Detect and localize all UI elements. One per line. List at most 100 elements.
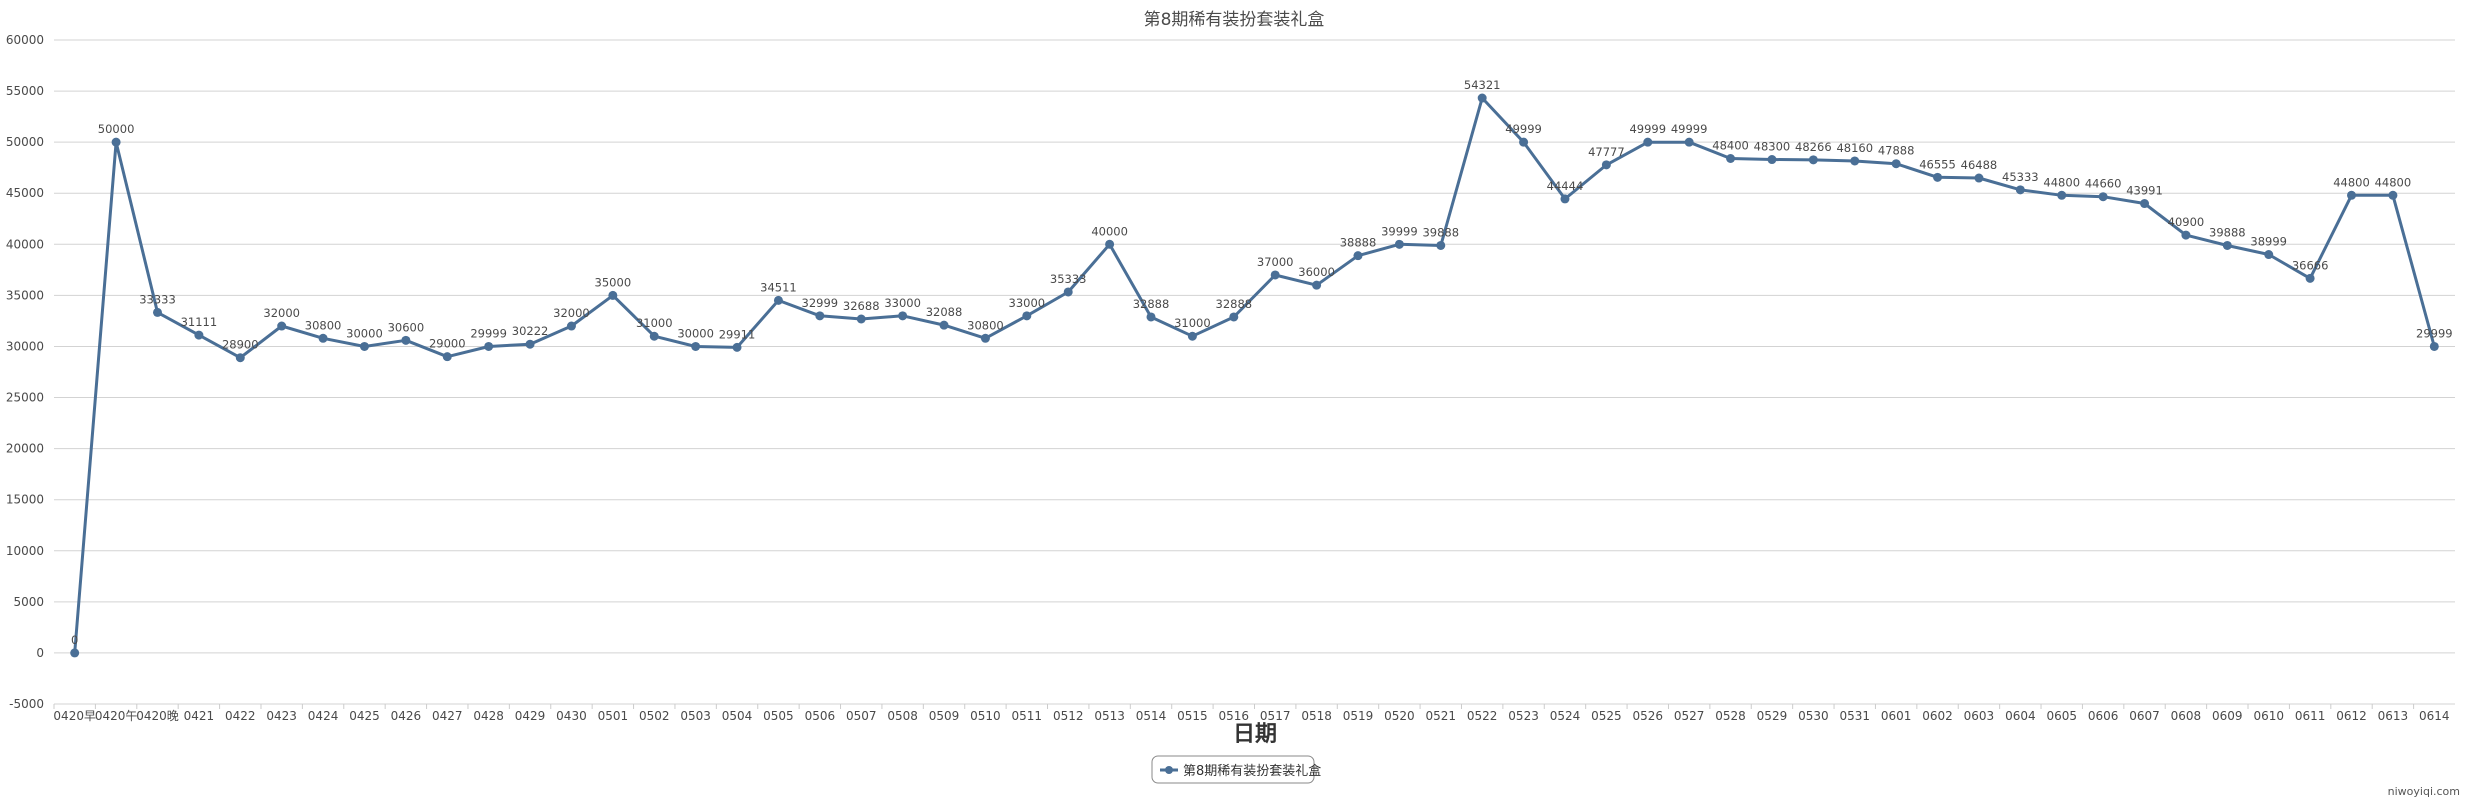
data-label: 30222 (512, 324, 549, 338)
data-point[interactable] (442, 352, 452, 362)
data-point[interactable] (235, 353, 245, 363)
data-label: 30000 (677, 326, 714, 340)
data-point[interactable] (2057, 190, 2067, 200)
data-point[interactable] (1933, 172, 1943, 182)
x-tick-label: 0514 (1136, 709, 1167, 723)
x-axis-label: 日期 (1233, 722, 1277, 747)
data-point[interactable] (277, 321, 287, 331)
data-point[interactable] (1436, 240, 1446, 250)
data-point[interactable] (2388, 190, 2398, 200)
data-point[interactable] (2181, 230, 2191, 240)
data-point[interactable] (1850, 156, 1860, 166)
data-point[interactable] (691, 341, 701, 351)
x-tick-label: 0609 (2212, 709, 2243, 723)
data-point[interactable] (608, 290, 618, 300)
data-label: 40000 (1091, 224, 1128, 238)
data-point[interactable] (566, 321, 576, 331)
x-tick-label: 0501 (598, 709, 629, 723)
data-point[interactable] (2305, 273, 2315, 283)
x-tick-label: 0518 (1301, 709, 1332, 723)
data-point[interactable] (2015, 185, 2025, 195)
data-point[interactable] (70, 648, 80, 658)
data-point[interactable] (359, 341, 369, 351)
x-tick-label: 0527 (1674, 709, 1705, 723)
x-tick-label: 0531 (1839, 709, 1870, 723)
data-point[interactable] (898, 311, 908, 321)
data-point[interactable] (318, 333, 328, 343)
data-point[interactable] (1394, 239, 1404, 249)
data-label: 29911 (719, 327, 756, 341)
x-tick-label: 0605 (2046, 709, 2077, 723)
data-point[interactable] (1105, 239, 1115, 249)
data-label: 29999 (470, 326, 507, 340)
data-point[interactable] (815, 311, 825, 321)
data-point[interactable] (1146, 312, 1156, 322)
data-point[interactable] (1519, 137, 1529, 147)
x-tick-label: 0511 (1012, 709, 1043, 723)
y-tick-label: 15000 (6, 493, 44, 507)
data-point[interactable] (194, 330, 204, 340)
data-point[interactable] (1312, 280, 1322, 290)
data-point[interactable] (1270, 270, 1280, 280)
data-point[interactable] (939, 320, 949, 330)
data-point[interactable] (1353, 251, 1363, 261)
data-point[interactable] (1974, 173, 1984, 183)
data-label: 47888 (1878, 144, 1915, 158)
data-point[interactable] (1187, 331, 1197, 341)
y-tick-label: 30000 (6, 339, 44, 353)
data-label: 40900 (2168, 215, 2205, 229)
data-point[interactable] (1643, 137, 1653, 147)
data-label: 44444 (1547, 179, 1584, 193)
data-point[interactable] (1229, 312, 1239, 322)
data-point[interactable] (773, 295, 783, 305)
data-point[interactable] (2429, 341, 2439, 351)
data-point[interactable] (2140, 199, 2150, 209)
data-point[interactable] (980, 333, 990, 343)
data-point[interactable] (1601, 160, 1611, 170)
data-label: 50000 (98, 122, 135, 136)
data-label: 32688 (843, 299, 880, 313)
y-tick-label: 40000 (6, 237, 44, 251)
data-point[interactable] (2098, 192, 2108, 202)
x-tick-label: 0610 (2253, 709, 2284, 723)
data-point[interactable] (1022, 311, 1032, 321)
data-point[interactable] (1891, 159, 1901, 169)
data-point[interactable] (484, 341, 494, 351)
data-label: 29999 (2416, 326, 2453, 340)
x-tick-label: 0428 (473, 709, 504, 723)
data-point[interactable] (111, 137, 121, 147)
y-tick-label: 25000 (6, 391, 44, 405)
data-label: 35000 (595, 275, 632, 289)
data-label: 49999 (1505, 122, 1542, 136)
data-point[interactable] (2222, 240, 2232, 250)
data-point[interactable] (1063, 287, 1073, 297)
data-point[interactable] (1767, 155, 1777, 165)
data-point[interactable] (856, 314, 866, 324)
x-tick-label: 0611 (2295, 709, 2326, 723)
data-point[interactable] (1808, 155, 1818, 165)
y-tick-label: 50000 (6, 135, 44, 149)
data-point[interactable] (2347, 190, 2357, 200)
x-tick-label: 0513 (1094, 709, 1125, 723)
data-point[interactable] (2264, 250, 2274, 260)
x-tick-label: 0423 (266, 709, 297, 723)
data-point[interactable] (401, 335, 411, 345)
x-tick-label: 0515 (1177, 709, 1208, 723)
x-tick-label: 0607 (2129, 709, 2160, 723)
data-point[interactable] (1726, 153, 1736, 163)
data-label: 39999 (1381, 224, 1418, 238)
y-tick-label: 45000 (6, 186, 44, 200)
data-point[interactable] (649, 331, 659, 341)
data-point[interactable] (1477, 93, 1487, 103)
x-tick-label: 0421 (184, 709, 215, 723)
data-point[interactable] (1560, 194, 1570, 204)
data-point[interactable] (732, 342, 742, 352)
x-tick-label: 0427 (432, 709, 463, 723)
legend[interactable]: 第8期稀有装扮套装礼盒 (1151, 755, 1321, 784)
x-tick-label: 0522 (1467, 709, 1498, 723)
data-point[interactable] (1684, 137, 1694, 147)
data-point[interactable] (525, 339, 535, 349)
x-tick-label: 0506 (805, 709, 836, 723)
data-point[interactable] (152, 307, 162, 317)
